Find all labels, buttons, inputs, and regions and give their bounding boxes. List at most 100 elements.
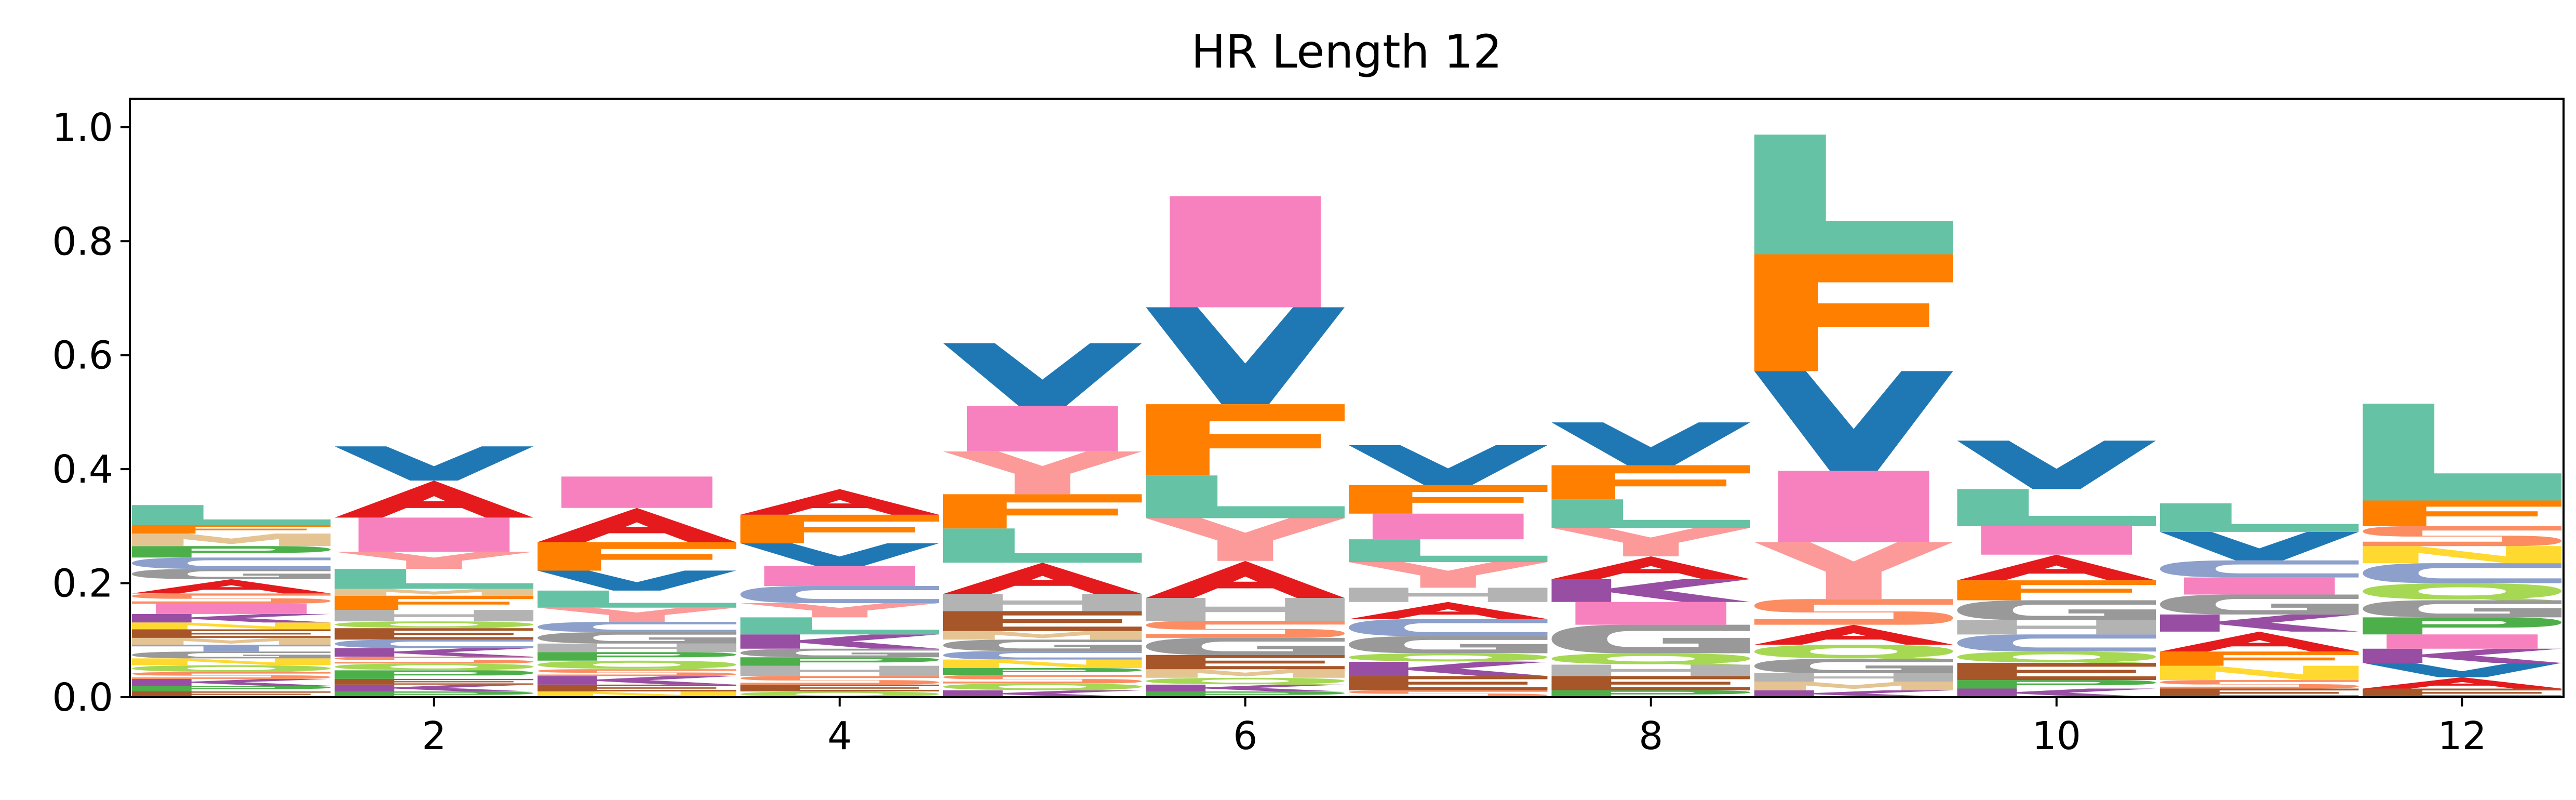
x-tick-label: 8	[1639, 714, 1663, 758]
logo-letter-e	[334, 628, 533, 640]
logo-letter-i	[1575, 602, 1727, 625]
logo-letter-k	[538, 676, 736, 685]
logo-letter-p	[943, 668, 1142, 675]
logo-letter-a	[334, 481, 533, 518]
logo-letter-e	[740, 684, 939, 692]
logo-letter-h	[1146, 598, 1345, 621]
logo-letter-h	[1957, 620, 2156, 635]
logo-letter-y	[1349, 562, 1548, 588]
logo-letter-p	[1957, 680, 2156, 689]
logo-letter-k	[943, 690, 1142, 697]
logo-letter-i	[1981, 526, 2132, 555]
logo-letter-g	[2160, 594, 2359, 615]
logo-letter-e	[943, 611, 1142, 631]
logo-letter-p	[1551, 690, 1750, 697]
logo-letter-s	[334, 657, 533, 664]
x-tick-label: 12	[2438, 714, 2487, 758]
logo-letter-f	[943, 494, 1142, 529]
logo-letter-c	[1957, 634, 2156, 652]
logo-letter-p	[132, 546, 331, 558]
logo-letter-k	[740, 634, 939, 649]
logo-letter-g	[1957, 600, 2156, 620]
logo-letter-g	[740, 648, 939, 658]
logo-letter-k	[1551, 579, 1750, 602]
logo-letter-f	[1754, 254, 1953, 371]
logo-letter-v	[1754, 371, 1953, 471]
logo-letter-e	[1146, 655, 1345, 670]
logo-letter-s	[132, 672, 331, 679]
plot-frame	[129, 98, 2565, 698]
logo-column-7	[1349, 445, 1548, 697]
logo-letter-l	[2160, 503, 2359, 532]
logo-column-1	[132, 505, 331, 697]
logo-letter-k	[1754, 690, 1953, 697]
logo-letter-y	[1146, 518, 1345, 561]
logo-letter-q	[334, 663, 533, 671]
logo-letter-k	[334, 684, 533, 692]
logo-letter-h	[1349, 588, 1548, 602]
logo-letter-a	[132, 579, 331, 594]
logo-letter-g	[1551, 624, 1750, 654]
logo-letter-i	[1372, 513, 1524, 540]
logo-letter-e	[334, 678, 533, 685]
logo-letter-p	[132, 686, 331, 692]
y-tick-label: 0.6	[52, 334, 113, 378]
logo-letter-a	[2363, 677, 2561, 689]
logo-letter-e	[1551, 676, 1750, 690]
logo-letter-q	[1349, 653, 1548, 662]
logo-letter-k	[2160, 614, 2359, 632]
logo-letter-p	[334, 670, 533, 679]
logo-letter-v	[1551, 422, 1750, 465]
logo-letter-k	[132, 678, 331, 686]
logo-letter-k	[1957, 688, 2156, 697]
logo-letter-m	[943, 631, 1142, 640]
logo-letter-e	[1349, 676, 1548, 690]
logo-letter-h	[1754, 673, 1953, 682]
logo-letter-m	[1754, 682, 1953, 690]
logo-letter-g	[1349, 636, 1548, 654]
logo-column-11	[2160, 503, 2359, 697]
logo-letter-s	[2363, 526, 2561, 546]
logo-letter-q	[2363, 583, 2561, 601]
logo-letter-q	[1754, 645, 1953, 659]
logo-letter-q	[132, 665, 331, 672]
logo-letter-a	[1754, 624, 1953, 645]
logo-letter-l	[334, 569, 533, 589]
x-tick-label: 4	[827, 714, 852, 758]
chart-title: HR Length 12	[1191, 25, 1502, 78]
y-tick-label: 0.4	[52, 447, 113, 492]
logo-letter-c	[943, 651, 1142, 660]
logo-letter-c	[538, 622, 736, 632]
logo-letter-v	[1349, 445, 1548, 485]
logo-letter-l	[538, 590, 736, 608]
logo-letter-a	[1349, 602, 1548, 619]
logo-letter-e	[132, 629, 331, 638]
logo-letter-l	[1551, 499, 1750, 528]
logo-letter-g	[2363, 600, 2561, 618]
logo-letter-v	[943, 343, 1142, 406]
logo-letter-l	[740, 617, 939, 635]
logo-letter-n	[943, 659, 1142, 669]
logo-letter-y	[740, 603, 939, 618]
logo-letter-p	[740, 657, 939, 666]
logo-letter-t	[132, 645, 331, 652]
logo-letter-f	[2363, 500, 2561, 526]
y-tick-label: 0.2	[52, 562, 113, 606]
logo-letter-s	[538, 669, 736, 676]
logo-letter-i	[2386, 634, 2538, 649]
logo-letter-s	[1349, 690, 1548, 697]
logo-letter-m	[132, 637, 331, 645]
logo-letter-i	[358, 517, 510, 552]
logo-letter-m	[1146, 669, 1345, 678]
logo-column-8	[1551, 422, 1750, 697]
logo-letter-p	[538, 652, 736, 661]
logo-letter-s	[132, 593, 331, 604]
logo-letter-q	[1146, 677, 1345, 685]
x-tick-label: 2	[422, 714, 446, 758]
logo-letter-m	[334, 589, 533, 596]
logo-letter-h	[334, 610, 533, 622]
logo-letter-s	[2160, 680, 2359, 689]
logo-column-3	[538, 476, 736, 697]
logo-letter-l	[1349, 539, 1548, 562]
